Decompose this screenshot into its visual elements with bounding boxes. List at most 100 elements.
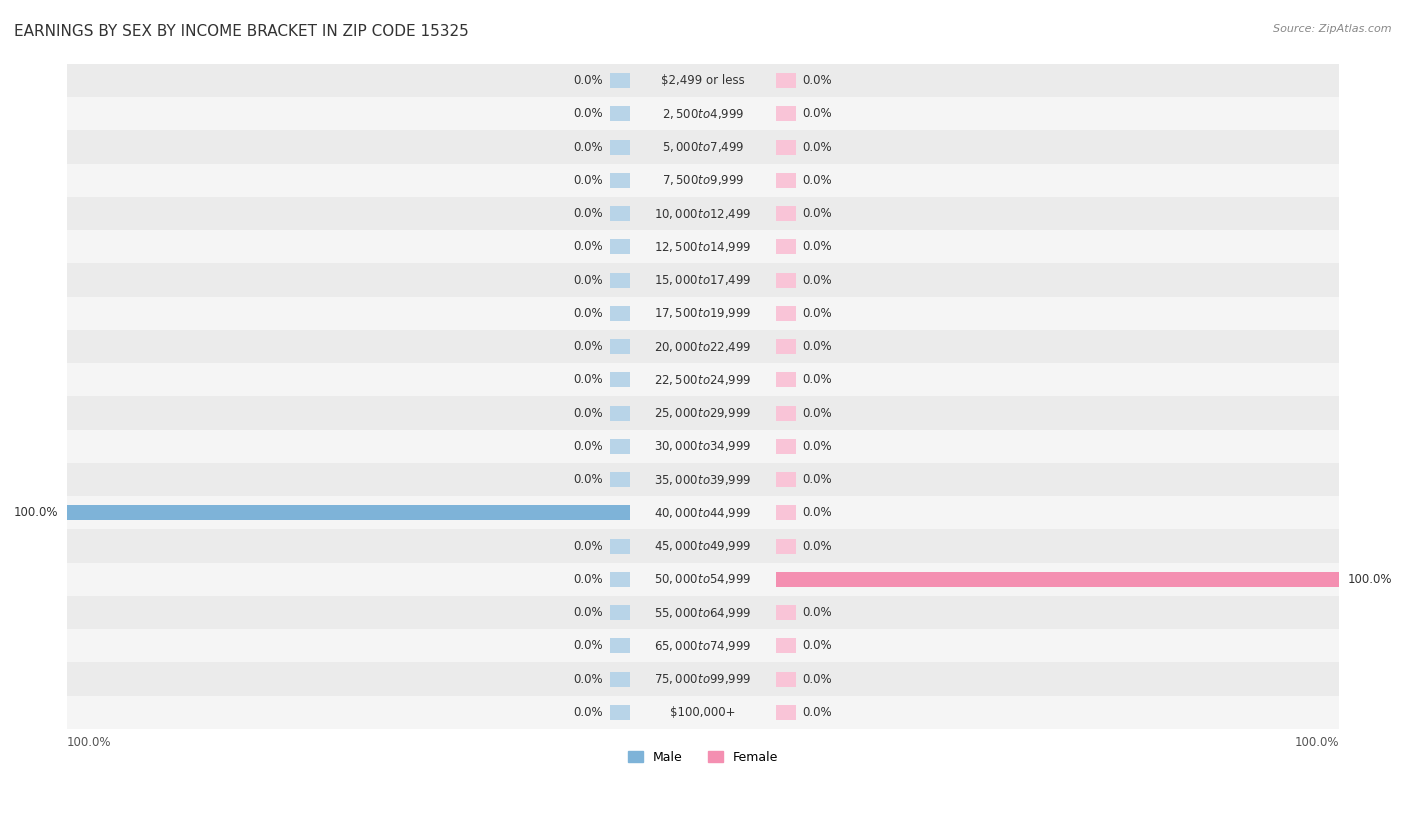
Bar	[610, 605, 630, 620]
Bar	[66, 596, 1340, 629]
Bar	[66, 330, 1340, 363]
Text: 0.0%: 0.0%	[574, 672, 603, 685]
Text: 100.0%: 100.0%	[1348, 573, 1392, 586]
Text: 0.0%: 0.0%	[574, 307, 603, 320]
Bar	[610, 207, 630, 221]
Bar	[610, 638, 630, 654]
Text: 0.0%: 0.0%	[574, 141, 603, 154]
Bar	[610, 406, 630, 420]
Bar	[776, 173, 796, 188]
Bar	[610, 439, 630, 454]
Text: $50,000 to $54,999: $50,000 to $54,999	[654, 572, 752, 586]
Text: 100.0%: 100.0%	[14, 506, 58, 520]
Bar	[610, 140, 630, 154]
Bar	[66, 563, 1340, 596]
Text: 0.0%: 0.0%	[803, 74, 832, 87]
Text: 0.0%: 0.0%	[574, 406, 603, 420]
Bar	[66, 463, 1340, 496]
Text: 0.0%: 0.0%	[803, 672, 832, 685]
Legend: Male, Female: Male, Female	[623, 746, 783, 768]
Bar	[776, 73, 796, 88]
Bar	[66, 663, 1340, 696]
Bar	[776, 207, 796, 221]
Text: 0.0%: 0.0%	[803, 606, 832, 620]
Text: $7,500 to $9,999: $7,500 to $9,999	[662, 173, 744, 187]
Bar	[610, 372, 630, 387]
Bar	[610, 272, 630, 288]
Bar	[610, 107, 630, 121]
Text: Source: ZipAtlas.com: Source: ZipAtlas.com	[1274, 24, 1392, 34]
Bar	[610, 472, 630, 487]
Bar	[66, 130, 1340, 163]
Bar	[66, 506, 630, 520]
Bar	[66, 430, 1340, 463]
Text: 0.0%: 0.0%	[803, 473, 832, 486]
Text: $45,000 to $49,999: $45,000 to $49,999	[654, 539, 752, 553]
Text: 100.0%: 100.0%	[1295, 737, 1340, 750]
Bar	[776, 705, 796, 720]
Text: 0.0%: 0.0%	[803, 406, 832, 420]
Text: $22,500 to $24,999: $22,500 to $24,999	[654, 373, 752, 387]
Text: 0.0%: 0.0%	[803, 639, 832, 652]
Text: 0.0%: 0.0%	[803, 373, 832, 386]
Bar	[66, 163, 1340, 197]
Bar	[610, 173, 630, 188]
Text: 0.0%: 0.0%	[803, 107, 832, 120]
Bar	[776, 272, 796, 288]
Text: 0.0%: 0.0%	[803, 274, 832, 287]
Bar	[776, 339, 796, 354]
Text: $30,000 to $34,999: $30,000 to $34,999	[654, 439, 752, 454]
Bar	[776, 572, 1340, 587]
Text: 0.0%: 0.0%	[574, 207, 603, 220]
Text: 0.0%: 0.0%	[574, 639, 603, 652]
Bar	[610, 572, 630, 587]
Text: $17,500 to $19,999: $17,500 to $19,999	[654, 307, 752, 320]
Text: $2,499 or less: $2,499 or less	[661, 74, 745, 87]
Bar	[66, 397, 1340, 430]
Bar	[610, 306, 630, 321]
Text: 0.0%: 0.0%	[574, 540, 603, 553]
Text: 0.0%: 0.0%	[574, 340, 603, 353]
Text: $40,000 to $44,999: $40,000 to $44,999	[654, 506, 752, 520]
Text: $75,000 to $99,999: $75,000 to $99,999	[654, 672, 752, 686]
Text: $2,500 to $4,999: $2,500 to $4,999	[662, 107, 744, 121]
Text: 0.0%: 0.0%	[803, 340, 832, 353]
Text: 0.0%: 0.0%	[574, 74, 603, 87]
Text: 0.0%: 0.0%	[803, 207, 832, 220]
Text: $25,000 to $29,999: $25,000 to $29,999	[654, 406, 752, 420]
Bar	[610, 672, 630, 687]
Text: 0.0%: 0.0%	[803, 506, 832, 520]
Bar	[776, 406, 796, 420]
Bar	[776, 372, 796, 387]
Bar	[610, 339, 630, 354]
Bar	[66, 197, 1340, 230]
Bar	[610, 539, 630, 554]
Text: 0.0%: 0.0%	[574, 241, 603, 254]
Bar	[610, 73, 630, 88]
Text: 0.0%: 0.0%	[803, 540, 832, 553]
Bar	[610, 705, 630, 720]
Text: $15,000 to $17,499: $15,000 to $17,499	[654, 273, 752, 287]
Bar	[776, 672, 796, 687]
Text: $100,000+: $100,000+	[671, 706, 735, 719]
Bar	[776, 506, 796, 520]
Text: 0.0%: 0.0%	[803, 174, 832, 187]
Bar	[66, 98, 1340, 130]
Bar	[776, 306, 796, 321]
Text: $5,000 to $7,499: $5,000 to $7,499	[662, 140, 744, 154]
Text: EARNINGS BY SEX BY INCOME BRACKET IN ZIP CODE 15325: EARNINGS BY SEX BY INCOME BRACKET IN ZIP…	[14, 24, 468, 39]
Bar	[610, 239, 630, 254]
Text: $65,000 to $74,999: $65,000 to $74,999	[654, 639, 752, 653]
Text: 0.0%: 0.0%	[574, 706, 603, 719]
Bar	[776, 605, 796, 620]
Bar	[776, 239, 796, 254]
Text: 0.0%: 0.0%	[574, 473, 603, 486]
Bar	[776, 539, 796, 554]
Bar	[776, 472, 796, 487]
Bar	[66, 696, 1340, 729]
Text: 0.0%: 0.0%	[803, 241, 832, 254]
Bar	[66, 263, 1340, 297]
Text: $55,000 to $64,999: $55,000 to $64,999	[654, 606, 752, 620]
Bar	[66, 363, 1340, 397]
Text: 0.0%: 0.0%	[803, 706, 832, 719]
